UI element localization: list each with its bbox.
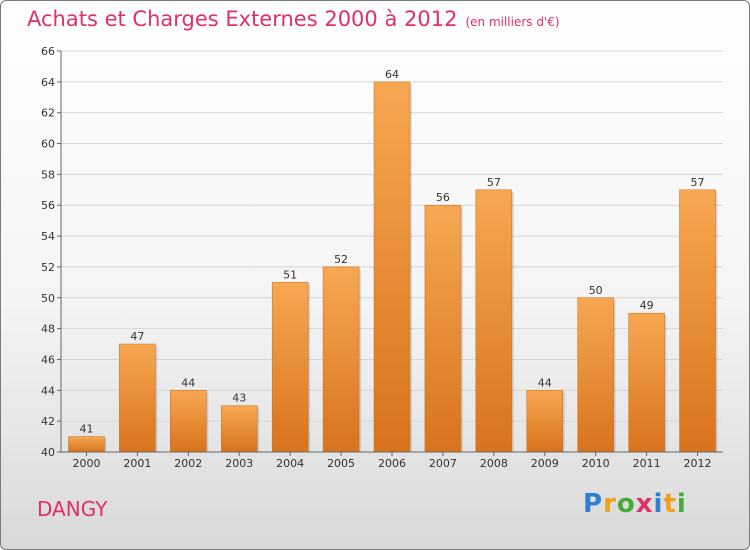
x-tick-label: 2011 (633, 457, 661, 470)
y-tick-label: 40 (41, 446, 55, 459)
y-tick-label: 48 (41, 323, 55, 336)
x-tick-label: 2010 (582, 457, 610, 470)
y-tick-label: 42 (41, 415, 55, 428)
bar (526, 390, 564, 453)
bar (628, 312, 665, 453)
bar (475, 189, 513, 453)
value-label: 43 (232, 392, 246, 405)
chart-title: Achats et Charges Externes 2000 à 2012 (e… (27, 7, 560, 31)
value-label: 41 (79, 423, 93, 436)
bar (373, 81, 411, 453)
x-tick-label: 2008 (480, 457, 508, 470)
bar (679, 189, 716, 453)
bar (68, 436, 105, 453)
bar (424, 204, 462, 453)
y-tick-label: 62 (41, 107, 55, 120)
bar (220, 405, 258, 453)
y-tick-label: 44 (41, 384, 55, 397)
location-label: DANGY (37, 497, 108, 521)
x-tick-label: 2009 (531, 457, 559, 470)
value-label: 50 (589, 284, 603, 297)
value-label: 47 (130, 330, 144, 343)
x-tick-label: 2007 (429, 457, 457, 470)
bars: 41 47 44 43 51 52 64 56 57 44 50 49 57 (68, 68, 718, 453)
x-tick-label: 2004 (276, 457, 304, 470)
y-tick-label: 60 (41, 138, 55, 151)
y-tick-label: 64 (41, 76, 55, 89)
value-label: 51 (283, 268, 297, 281)
x-tick-label: 2003 (225, 457, 253, 470)
x-tick-label: 2006 (378, 457, 406, 470)
proxiti-logo: Proxiti (583, 489, 687, 519)
value-label: 56 (436, 191, 450, 204)
x-tick-label: 2002 (174, 457, 202, 470)
y-tick-label: 58 (41, 168, 55, 181)
value-label: 44 (181, 376, 195, 389)
y-tick-label: 56 (41, 199, 55, 212)
title-text: Achats et Charges Externes 2000 à 2012 (27, 7, 458, 31)
value-label: 64 (385, 68, 399, 81)
x-tick-label: 2001 (123, 457, 151, 470)
value-label: 57 (487, 176, 501, 189)
value-label: 52 (334, 253, 348, 266)
value-label: 57 (691, 176, 705, 189)
value-label: 44 (538, 376, 552, 389)
y-axis: 40 42 44 46 48 50 52 54 56 58 60 62 64 66 (41, 45, 62, 459)
bar (119, 343, 156, 453)
x-tick-label: 2000 (72, 457, 100, 470)
y-tick-label: 54 (41, 230, 55, 243)
y-tick-label: 50 (41, 292, 55, 305)
bar (170, 390, 207, 453)
bar (271, 282, 309, 453)
x-axis: 2000 2001 2002 2003 2004 2005 2006 2007 2008 2009… (61, 451, 723, 470)
y-tick-label: 46 (41, 353, 55, 366)
unit-note: (en milliers d'€) (465, 15, 560, 29)
bar (322, 266, 360, 453)
bar (577, 297, 614, 453)
value-label: 49 (640, 299, 654, 312)
y-tick-label: 52 (41, 261, 55, 274)
x-tick-label: 2005 (327, 457, 355, 470)
y-tick-label: 66 (41, 45, 55, 58)
x-tick-label: 2012 (684, 457, 712, 470)
